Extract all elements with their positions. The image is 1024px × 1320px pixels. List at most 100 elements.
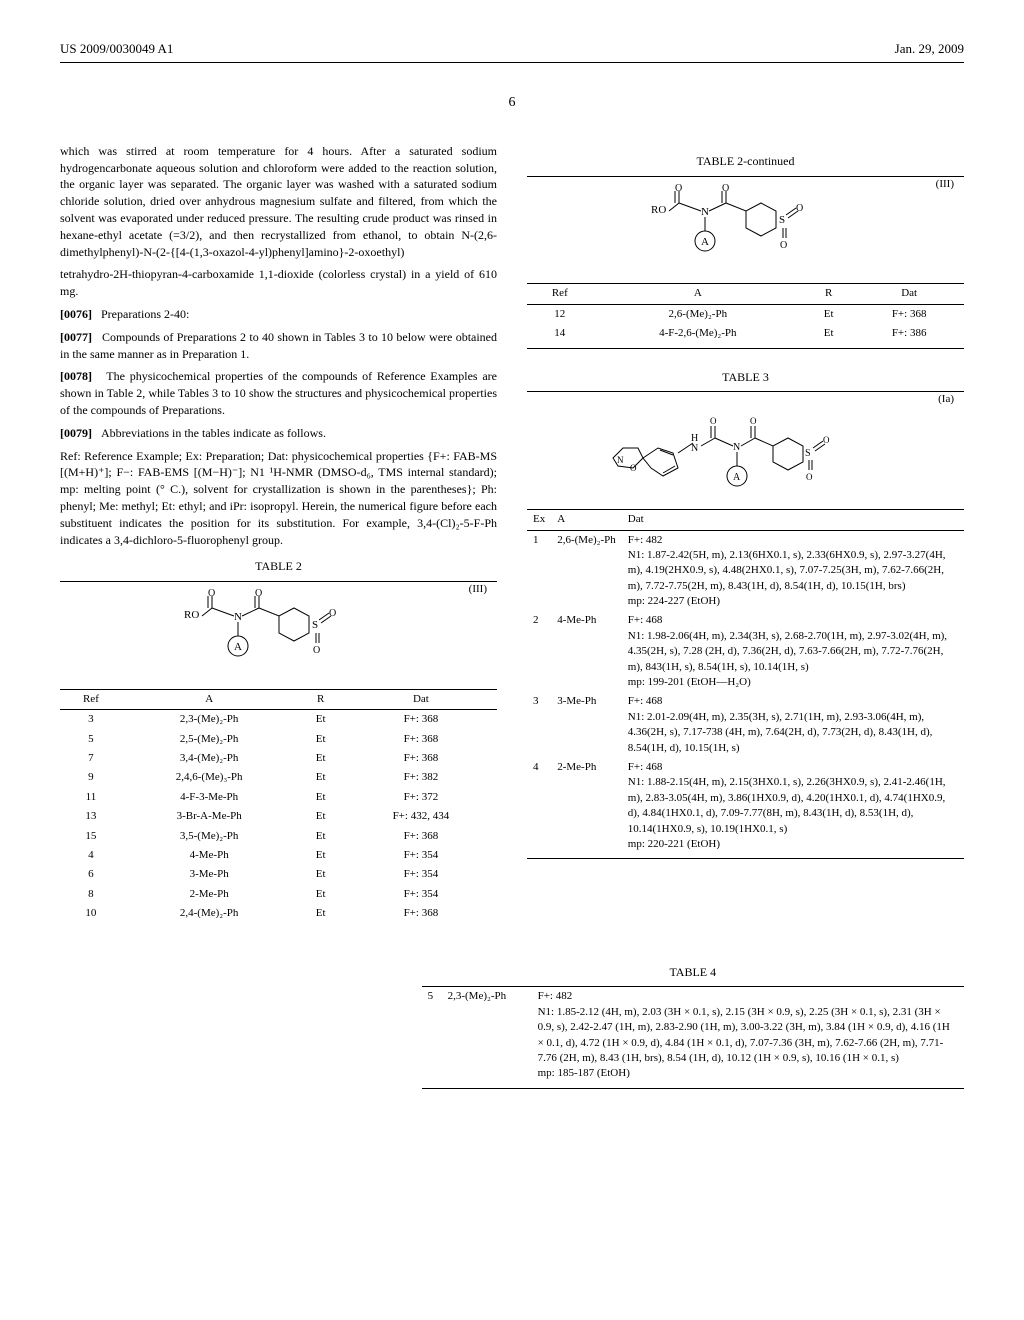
table-row: 92,4,6-(Me)₃-PhEtF+: 382 [60, 768, 497, 787]
svg-text:RO: RO [651, 204, 666, 216]
table-cell: F+: 372 [345, 788, 497, 807]
t2c-h1: A [593, 284, 803, 304]
table-cell: Et [297, 730, 345, 749]
table-cell: 2-Me-Ph [122, 885, 297, 904]
svg-text:O: O [675, 183, 682, 194]
table-cell: 2,4,6-(Me)₃-Ph [122, 768, 297, 787]
table-cell: 14 [527, 324, 593, 343]
table2cont-block: (III) RO O N O S O [527, 176, 964, 349]
table-row: 24-Me-PhF+: 468 N1: 1.98-2.06(4H, m), 2.… [527, 611, 964, 692]
svg-text:N: N [701, 206, 709, 218]
left-column: which was stirred at room temperature fo… [60, 143, 497, 924]
publication-date: Jan. 29, 2009 [895, 40, 964, 58]
table3-roman: (Ia) [938, 392, 954, 407]
para-0077: [0077] Compounds of Preparations 2 to 40… [60, 329, 497, 363]
table-cell: 13 [60, 807, 122, 826]
table-row: 82-Me-PhEtF+: 354 [60, 885, 497, 904]
table-cell: Et [297, 904, 345, 923]
page-header: US 2009/0030049 A1 Jan. 29, 2009 [60, 40, 964, 63]
table-row: 133-Br-A-Me-PhEtF+: 432, 434 [60, 807, 497, 826]
table-cell: 4 [527, 758, 551, 854]
para-text-0076: Preparations 2-40: [101, 307, 189, 321]
table-cell: Et [297, 846, 345, 865]
para-0079: [0079] Abbreviations in the tables indic… [60, 425, 497, 442]
table-cell: F+: 386 [854, 324, 964, 343]
table-row: 102,4-(Me)₂-PhEtF+: 368 [60, 904, 497, 923]
svg-text:RO: RO [184, 609, 199, 621]
table-cell: 3-Me-Ph [551, 692, 622, 758]
table2-block: (III) RO O N O S O [60, 581, 497, 923]
table-cell: F+: 354 [345, 865, 497, 884]
table4-title: TABLE 4 [422, 964, 964, 981]
table-cell: Et [297, 768, 345, 787]
para-num-0077: [0077] [60, 330, 92, 344]
svg-text:O: O [750, 416, 757, 426]
t2c-h0: Ref [527, 284, 593, 304]
para-0076: [0076] Preparations 2-40: [60, 306, 497, 323]
structure-III: RO O N O S O O [60, 588, 497, 683]
table2-h1: A [122, 689, 297, 709]
svg-text:N: N [234, 611, 242, 623]
table-cell: F+: 368 [345, 710, 497, 730]
table-cell: 4-Me-Ph [551, 611, 622, 692]
para-num-0078: [0078] [60, 369, 92, 383]
table-cell: 1 [527, 530, 551, 611]
svg-text:A: A [234, 641, 242, 653]
t3-h2: Dat [622, 510, 964, 530]
table3-block: (Ia) N O H N O [527, 391, 964, 859]
svg-text:O: O [710, 416, 717, 426]
table-cell: Et [297, 749, 345, 768]
table-cell: 2,5-(Me)₂-Ph [122, 730, 297, 749]
table-cell: 10 [60, 904, 122, 923]
table-cell: 2,3-(Me)₂-Ph [122, 710, 297, 730]
table-row: 153,5-(Me)₂-PhEtF+: 368 [60, 827, 497, 846]
para-0079-tail: Ref: Reference Example; Ex: Preparation;… [60, 448, 497, 549]
table-cell: Et [803, 324, 854, 343]
svg-text:O: O [630, 463, 637, 473]
table-row: 73,4-(Me)₂-PhEtF+: 368 [60, 749, 497, 768]
svg-text:O: O [313, 645, 320, 656]
table-cell: F+: 368 [345, 749, 497, 768]
t4-ex: 5 [422, 987, 442, 1083]
table-cell: 2-Me-Ph [551, 758, 622, 854]
patent-number: US 2009/0030049 A1 [60, 40, 173, 58]
table-cell: 3,4-(Me)₂-Ph [122, 749, 297, 768]
table-cell: F+: 482 N1: 1.87-2.42(5H, m), 2.13(6HX0.… [622, 530, 964, 611]
table-cell: 3 [527, 692, 551, 758]
table-row: 42-Me-PhF+: 468 N1: 1.88-2.15(4H, m), 2.… [527, 758, 964, 854]
table-cell: 7 [60, 749, 122, 768]
table-cell: F+: 468 N1: 2.01-2.09(4H, m), 2.35(3H, s… [622, 692, 964, 758]
svg-text:A: A [733, 472, 741, 483]
table-cell: 5 [60, 730, 122, 749]
table2cont-roman: (III) [936, 177, 954, 192]
svg-text:S: S [312, 619, 318, 631]
table-cell: 3-Br-A-Me-Ph [122, 807, 297, 826]
t4-a: 2,3-(Me)₂-Ph [442, 987, 532, 1083]
table-cell: Et [297, 788, 345, 807]
para-text-0078: The physicochemical properties of the co… [60, 369, 497, 417]
svg-text:O: O [823, 435, 830, 445]
table-cell: 2,4-(Me)₂-Ph [122, 904, 297, 923]
structure-Ia: N O H N O N O [527, 398, 964, 503]
table-cell: F+: 354 [345, 885, 497, 904]
svg-text:O: O [329, 608, 336, 619]
table4-block: TABLE 4 5 2,3-(Me)₂-Ph F+: 482 N1: 1.85-… [422, 964, 964, 1089]
table-cell: Et [297, 807, 345, 826]
intro-tail: tetrahydro-2H-thiopyran-4-carboxamide 1,… [60, 266, 497, 300]
table-cell: 4-Me-Ph [122, 846, 297, 865]
table4: 5 2,3-(Me)₂-Ph F+: 482 N1: 1.85-2.12 (4H… [422, 987, 964, 1083]
right-column: TABLE 2-continued (III) RO O N O S [527, 143, 964, 924]
table-row: 144-F-2,6-(Me)₂-PhEtF+: 386 [527, 324, 964, 343]
table-cell: F+: 354 [345, 846, 497, 865]
table2-h0: Ref [60, 689, 122, 709]
table-cell: 4-F-3-Me-Ph [122, 788, 297, 807]
table-cell: 3 [60, 710, 122, 730]
svg-text:O: O [780, 240, 787, 251]
table-row: 63-Me-PhEtF+: 354 [60, 865, 497, 884]
table-cell: Et [803, 304, 854, 324]
table-cell: Et [297, 827, 345, 846]
t3-h1: A [551, 510, 622, 530]
table2cont-title: TABLE 2-continued [527, 153, 964, 170]
table-cell: 2,6-(Me)₂-Ph [593, 304, 803, 324]
para-0078: [0078] The physicochemical properties of… [60, 368, 497, 418]
